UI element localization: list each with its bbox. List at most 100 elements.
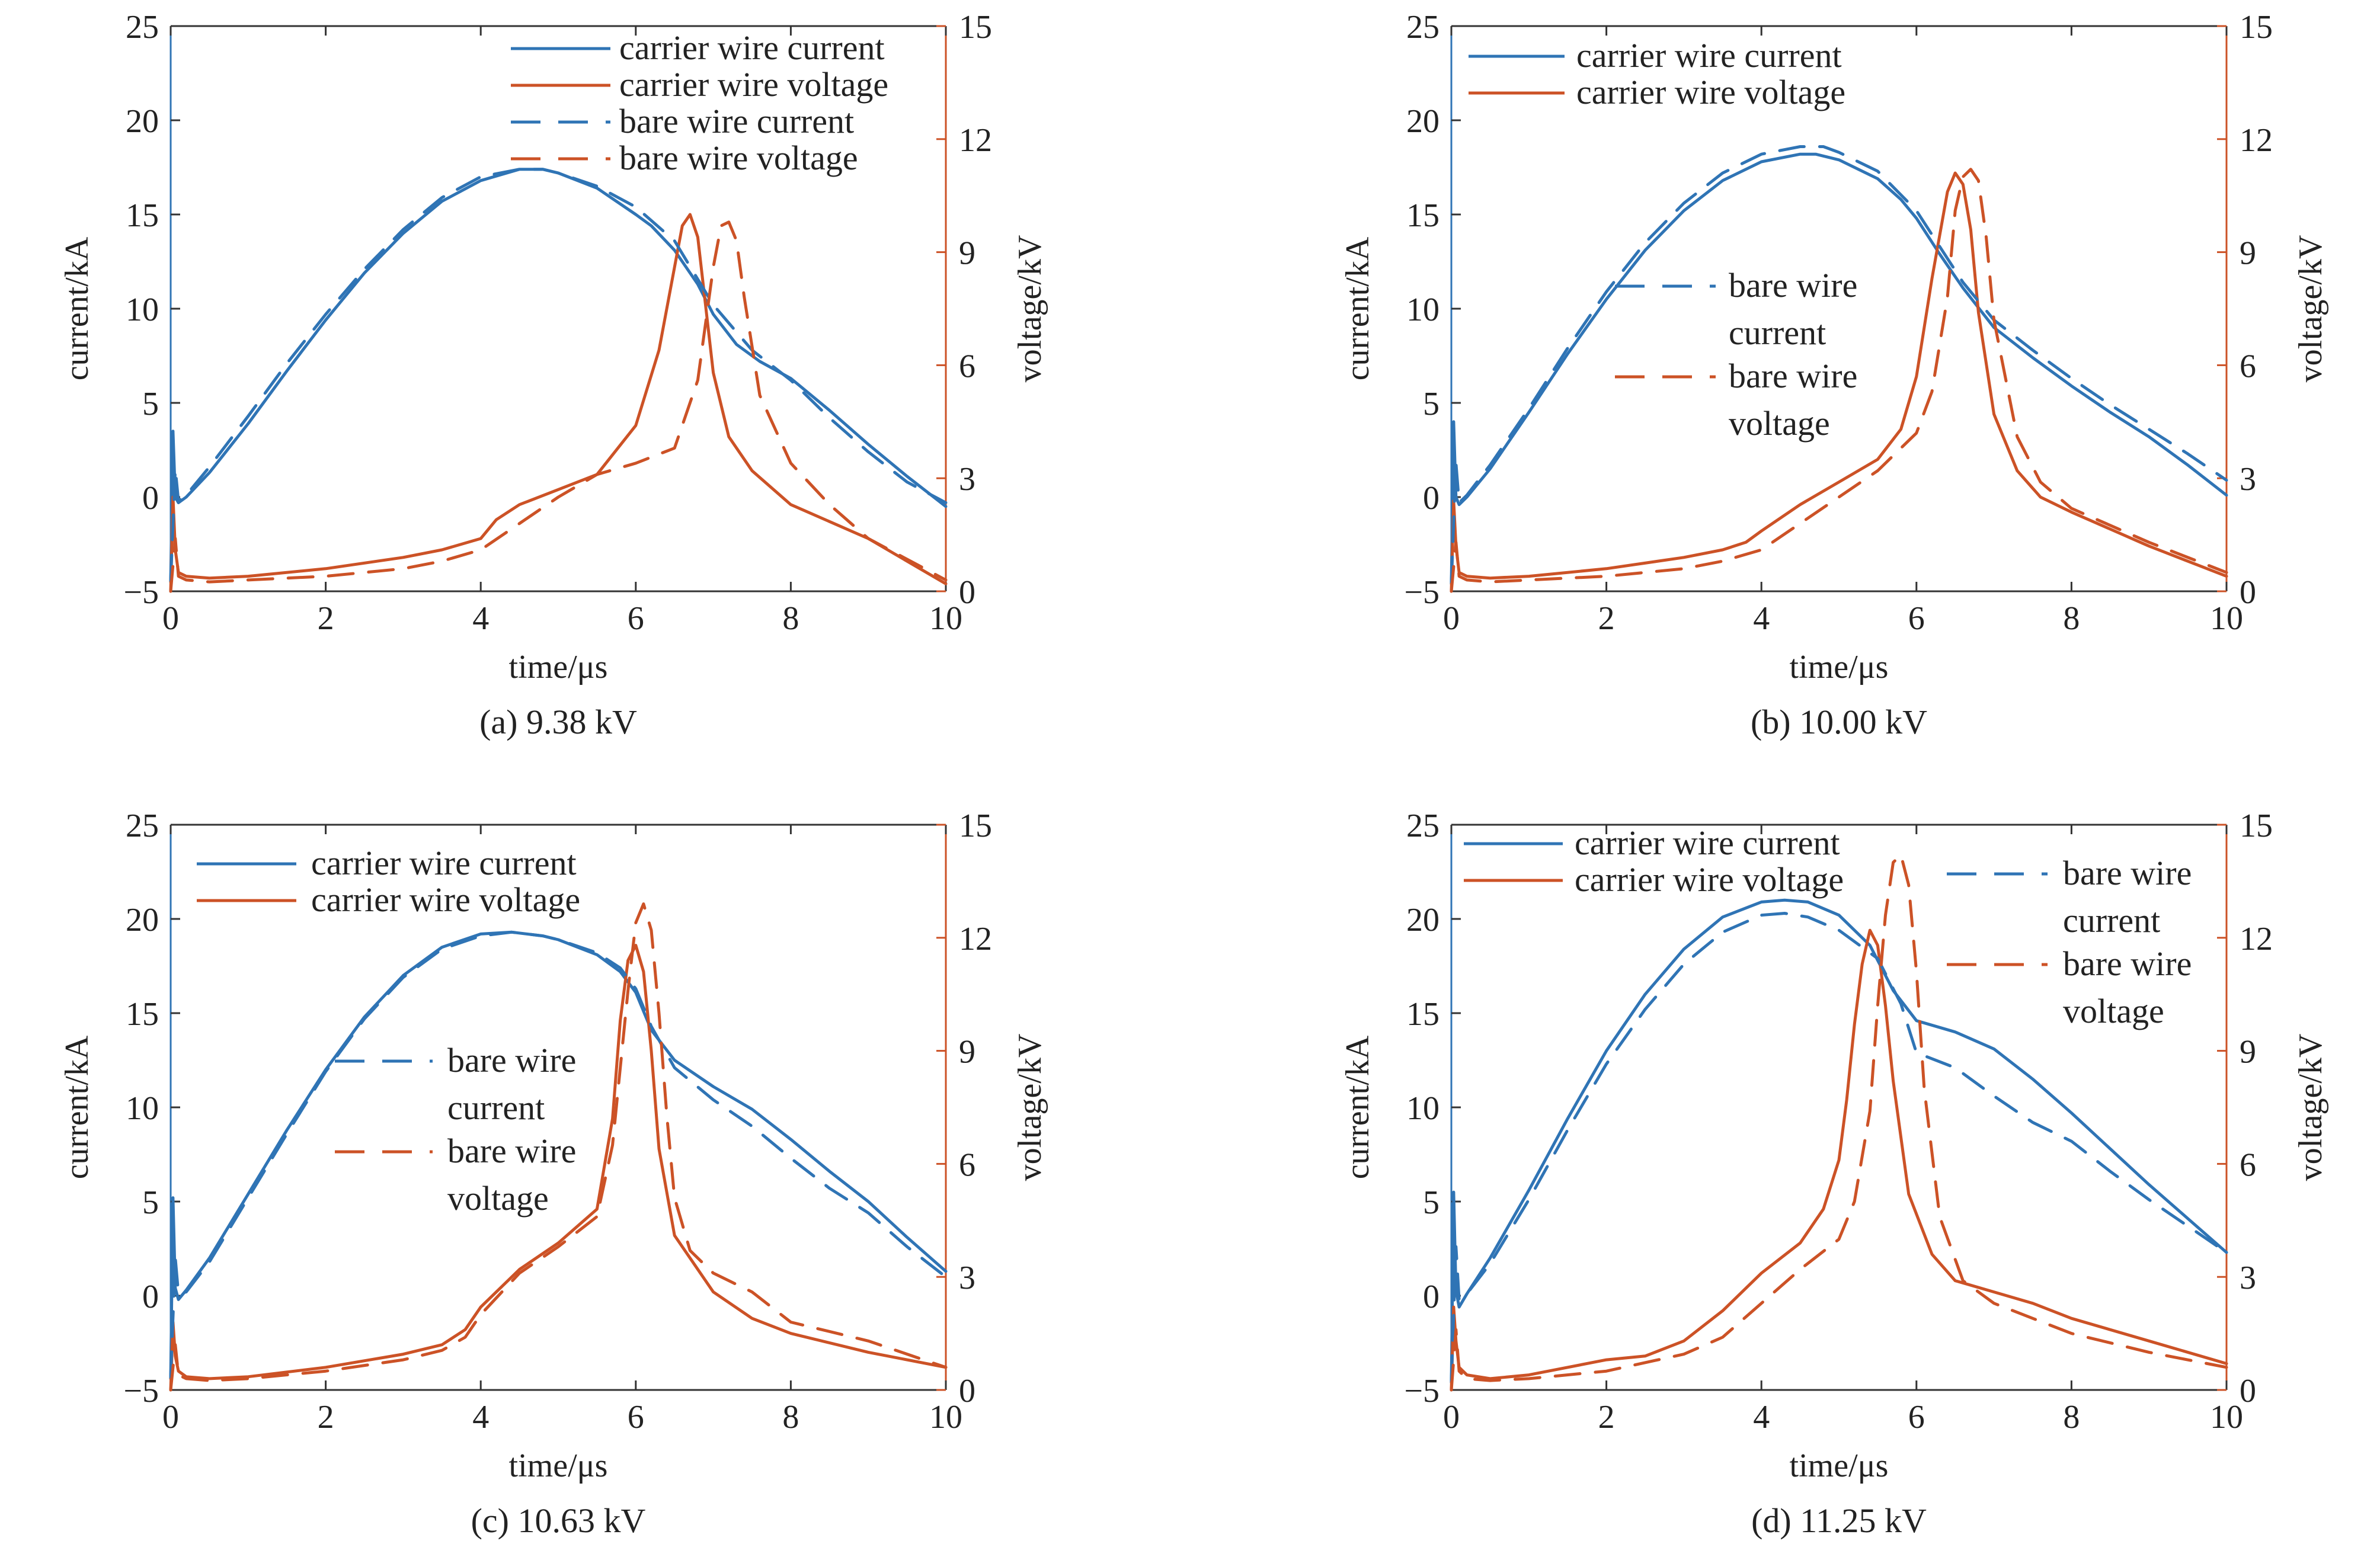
- legend-entry-text: carrier wire voltage: [1575, 860, 1844, 899]
- y-tick-label: 10: [126, 291, 159, 328]
- y-tick-label: 10: [126, 1090, 159, 1127]
- panel-caption: (c) 10.63 kV: [471, 1501, 646, 1540]
- series-line-bare-wire-current: [1450, 912, 2228, 1382]
- y-tick-label: −5: [1404, 574, 1439, 611]
- series-line-bare-wire-voltage: [1450, 168, 2228, 593]
- y2-tick-label: 6: [959, 1146, 975, 1183]
- x-tick-label: 4: [472, 1399, 489, 1436]
- y2-tick-label: 0: [959, 574, 975, 611]
- y2-tick-label: 9: [2240, 235, 2256, 272]
- y2-tick-label: 12: [959, 122, 992, 159]
- y2-tick-label: 6: [2240, 1146, 2256, 1183]
- y-tick-label: 25: [1406, 808, 1439, 844]
- legend-entry-text: current: [1729, 313, 1826, 352]
- y2-tick-label: 3: [2240, 1260, 2256, 1296]
- y2-tick-label: 3: [959, 461, 975, 498]
- y-tick-label: 0: [142, 1279, 159, 1315]
- y-tick-label: 0: [1423, 1279, 1439, 1315]
- chart-panel-a: 0 2 4 6 8 10−5051015202503691215time/μscurren…: [59, 9, 1048, 741]
- y-axis-label: current/kA: [1339, 1035, 1376, 1179]
- x-axis-label: time/μs: [509, 1447, 608, 1484]
- x-tick-label: 0: [162, 600, 179, 637]
- y-tick-label: 5: [1423, 386, 1439, 422]
- x-tick-label: 0: [1443, 1399, 1460, 1436]
- y2-axis-label: voltage/kV: [2292, 1034, 2329, 1181]
- x-tick-label: 8: [2063, 1399, 2080, 1436]
- y-tick-label: 20: [1406, 902, 1439, 938]
- y2-tick-label: 15: [2240, 9, 2273, 46]
- y-tick-label: −5: [123, 1373, 159, 1410]
- legend-entry-text: bare wire: [2063, 854, 2192, 892]
- x-tick-label: 8: [782, 600, 799, 637]
- y2-tick-label: 15: [959, 808, 992, 844]
- y-tick-label: 15: [1406, 197, 1439, 234]
- series-line-carrier-wire-voltage: [169, 213, 948, 593]
- legend-entry-text: carrier wire current: [1576, 36, 1842, 75]
- legend-entry-text: voltage: [2063, 992, 2164, 1030]
- y2-tick-label: 12: [2240, 122, 2273, 159]
- legend-entry-text: voltage: [1729, 404, 1830, 443]
- y2-tick-label: 15: [959, 9, 992, 46]
- legend-entry-text: carrier wire voltage: [619, 65, 888, 104]
- legend-entry-text: carrier wire voltage: [311, 880, 580, 919]
- y2-tick-label: 9: [959, 235, 975, 272]
- y-tick-label: 5: [1423, 1184, 1439, 1221]
- x-tick-label: 4: [472, 600, 489, 637]
- series-line-carrier-wire-voltage: [1450, 928, 2228, 1392]
- y-tick-label: 0: [142, 480, 159, 517]
- y-axis-label: current/kA: [1339, 236, 1376, 380]
- y-tick-label: −5: [123, 574, 159, 611]
- x-axis-label: time/μs: [509, 649, 608, 685]
- x-tick-label: 2: [1598, 1399, 1615, 1436]
- chart-panel-c: 0 2 4 6 8 10−5051015202503691215time/μscurren…: [59, 808, 1048, 1540]
- x-tick-label: 2: [318, 1399, 334, 1436]
- y-tick-label: 25: [126, 808, 159, 844]
- y2-axis-label: voltage/kV: [2292, 235, 2329, 383]
- x-tick-label: 4: [1753, 1399, 1770, 1436]
- y2-axis-label: voltage/kV: [1012, 1034, 1048, 1181]
- y-tick-label: 15: [126, 197, 159, 234]
- x-tick-label: 0: [1443, 600, 1460, 637]
- y2-tick-label: 0: [2240, 574, 2256, 611]
- y-tick-label: 15: [126, 996, 159, 1033]
- x-tick-label: 4: [1753, 600, 1770, 637]
- legend-entry-text: bare wire: [1729, 357, 1857, 395]
- y-tick-label: 5: [142, 386, 159, 422]
- legend-entry-text: carrier wire current: [311, 844, 577, 882]
- y-axis-label: current/kA: [59, 1035, 95, 1179]
- x-tick-label: 0: [162, 1399, 179, 1436]
- x-tick-label: 2: [318, 600, 334, 637]
- panel-caption: (d) 11.25 kV: [1751, 1501, 1927, 1540]
- legend-entry-text: carrier wire voltage: [1576, 73, 1845, 111]
- y2-tick-label: 0: [2240, 1373, 2256, 1410]
- y2-tick-label: 3: [2240, 461, 2256, 498]
- y2-tick-label: 9: [2240, 1034, 2256, 1071]
- y2-tick-label: 15: [2240, 808, 2273, 844]
- y-tick-label: 20: [1406, 103, 1439, 140]
- legend-entry-text: voltage: [447, 1179, 549, 1218]
- legend-entry-text: bare wire: [1729, 266, 1857, 305]
- x-tick-label: 10: [2210, 1399, 2243, 1436]
- x-tick-label: 10: [929, 600, 962, 637]
- y-tick-label: 20: [126, 103, 159, 140]
- x-axis-label: time/μs: [1790, 649, 1889, 685]
- legend-entry-text: bare wire: [447, 1132, 576, 1170]
- chart-panel-b: 0 2 4 6 8 10−5051015202503691215time/μscurren…: [1339, 9, 2329, 741]
- y-tick-label: −5: [1404, 1373, 1439, 1410]
- y-tick-label: 20: [126, 902, 159, 938]
- legend-entry-text: bare wire current: [619, 102, 854, 140]
- y-tick-label: 25: [1406, 9, 1439, 46]
- legend-entry-text: current: [2063, 901, 2160, 940]
- series-line-bare-wire-voltage: [169, 902, 948, 1392]
- y-tick-label: 25: [126, 9, 159, 46]
- y-axis-label: current/kA: [59, 236, 95, 380]
- y-tick-label: 10: [1406, 291, 1439, 328]
- legend-entry-text: carrier wire current: [619, 28, 885, 67]
- x-tick-label: 2: [1598, 600, 1615, 637]
- chart-panel-d: 0 2 4 6 8 10−5051015202503691215time/μscurren…: [1339, 808, 2329, 1540]
